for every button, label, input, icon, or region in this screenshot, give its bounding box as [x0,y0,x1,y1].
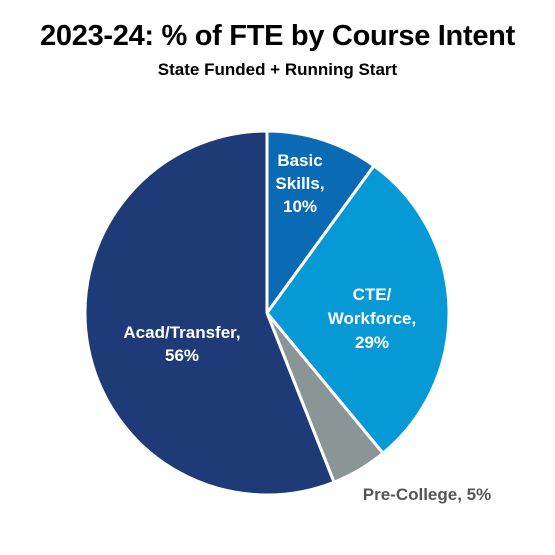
slice-label-line: Workforce, [328,309,417,328]
pie-slice [265,164,451,455]
chart-title: 2023-24: % of FTE by Course Intent [40,20,515,52]
slice-label-line: Basic [277,151,322,170]
slice-label-line: 10% [283,197,317,216]
chart-subtitle: State Funded + Running Start [157,60,398,79]
slice-label: CTE/Workforce, 29% [328,285,417,352]
slice-label: Pre-College, 5% [363,485,492,504]
pie-slice [83,129,336,497]
slice-label-line: 29% [355,333,389,352]
slice-label-line: CTE/ [353,285,392,304]
pie-slice [265,129,376,315]
slice-label-line: Pre-College, 5% [363,485,492,504]
slice-label: Basic Skills, 10% [275,151,324,216]
slice-label-line: Acad/Transfer, [123,323,240,342]
slice-label-line: Skills, [275,174,324,193]
slice-label: Acad/Transfer, 56% [123,323,240,365]
slice-label-line: 56% [165,346,199,365]
